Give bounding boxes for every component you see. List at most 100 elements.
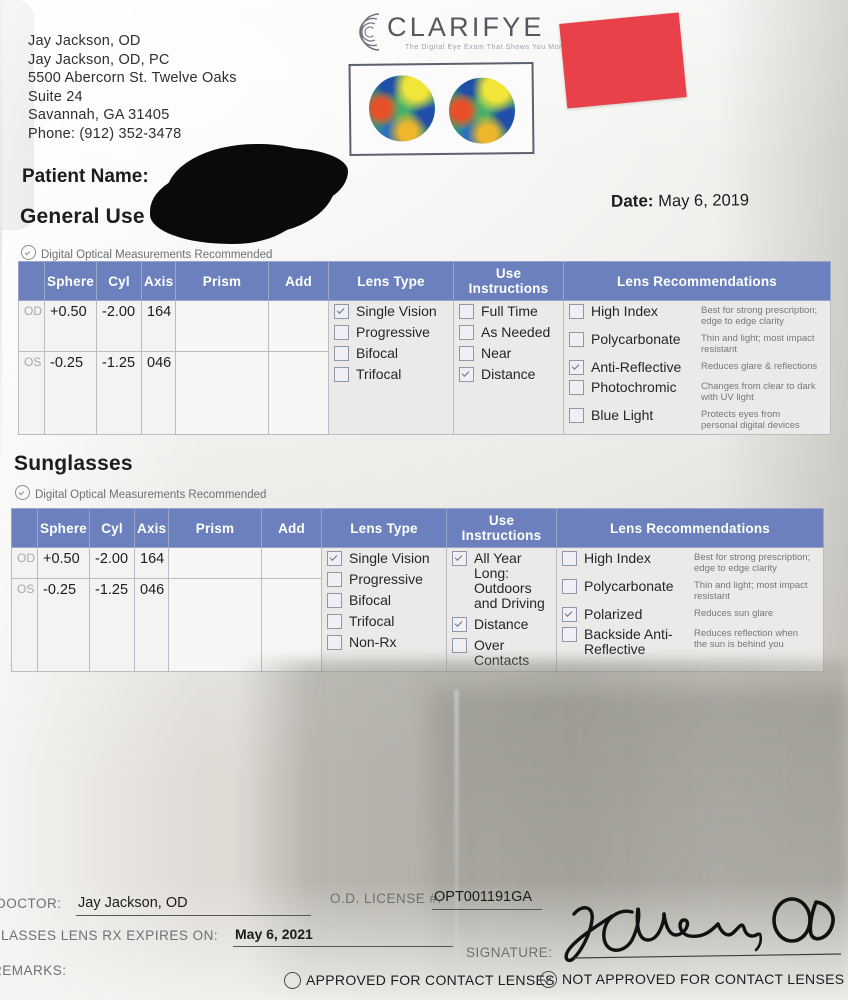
radio-not-approved-contact-lenses[interactable] — [540, 971, 557, 988]
checkbox-icon[interactable] — [452, 551, 467, 566]
checkbox-icon[interactable] — [562, 607, 577, 622]
checkbox-icon[interactable] — [569, 332, 584, 347]
red-sticker — [559, 12, 687, 109]
col-axis: Axis — [134, 508, 169, 548]
option-anti-reflective[interactable]: Anti-Reflective Reduces glare & reflectio… — [569, 360, 825, 375]
not-approved-contact-lenses-label: NOT APPROVED FOR CONTACT LENSES — [562, 971, 845, 987]
row-prism — [168, 578, 262, 672]
clinic-line: 5500 Abercorn St. Twelve Oaks — [28, 70, 237, 86]
option-trifocal[interactable]: Trifocal — [327, 614, 441, 629]
clarifye-logo: CLARIFYE The Digital Eye Exam That Shows… — [349, 8, 566, 60]
option-distance[interactable]: Distance — [452, 617, 551, 632]
option-polycarbonate[interactable]: Polycarbonate Thin and light; most impact… — [562, 579, 818, 602]
option-backside-anti-reflective[interactable]: Backside Anti-Reflective Reduces reflecti… — [562, 627, 818, 657]
checkbox-icon[interactable] — [562, 551, 577, 566]
row-sphere: -0.25 — [37, 578, 90, 672]
lens-type-cell: Single Vision Progressive Bifocal Trifoc… — [328, 300, 454, 435]
checkbox-icon[interactable] — [562, 627, 577, 642]
col-lens-type: Lens Type — [321, 508, 447, 548]
checkbox-icon[interactable] — [327, 572, 342, 587]
checkbox-icon[interactable] — [334, 367, 349, 382]
license-label: O.D. LICENSE #: — [330, 891, 442, 906]
checkbox-icon[interactable] — [459, 304, 474, 319]
checkbox-icon[interactable] — [459, 346, 474, 361]
col-axis: Axis — [141, 261, 176, 301]
option-description: Reduces reflection when the sun is behin… — [694, 628, 799, 650]
option-photochromic[interactable]: Photochromic Changes from clear to dark w… — [569, 380, 825, 403]
col-prism: Prism — [168, 508, 262, 548]
option-non-rx[interactable]: Non-Rx — [327, 635, 441, 650]
table-header-row: Sphere Cyl Axis Prism Add Lens Type Use … — [11, 508, 824, 548]
option-all-year-long[interactable]: All Year Long: Outdoors and Driving — [452, 551, 551, 611]
option-as-needed[interactable]: As Needed — [459, 325, 558, 340]
option-near[interactable]: Near — [459, 346, 558, 361]
row-add — [261, 578, 322, 672]
checkbox-icon[interactable] — [334, 325, 349, 340]
checkbox-icon[interactable] — [569, 380, 584, 395]
clinic-line: Phone: (912) 352-3478 — [28, 125, 182, 142]
col-sphere: Sphere — [37, 508, 90, 548]
option-progressive[interactable]: Progressive — [327, 572, 441, 587]
topography-map-od — [368, 75, 436, 142]
option-bifocal[interactable]: Bifocal — [327, 593, 441, 608]
option-description: Thin and light; most impact resistant — [694, 580, 808, 602]
checkbox-icon[interactable] — [452, 638, 467, 653]
lens-recommendations-cell: High Index Best for strong prescription; … — [556, 547, 824, 672]
option-single-vision[interactable]: Single Vision — [334, 304, 448, 319]
check-circle-icon — [15, 485, 30, 500]
signature-label: SIGNATURE: — [466, 945, 553, 960]
option-progressive[interactable]: Progressive — [334, 325, 448, 340]
row-prism — [168, 547, 262, 579]
option-description: Reduces sun glare — [694, 608, 774, 619]
checkbox-icon[interactable] — [569, 304, 584, 319]
row-prism — [175, 351, 269, 435]
radio-approved-contact-lenses[interactable] — [284, 972, 301, 989]
col-lens-recommendations: Lens Recommendations — [563, 261, 831, 301]
expires-label: GLASSES LENS RX EXPIRES ON: — [0, 928, 219, 943]
option-high-index[interactable]: High Index Best for strong prescription; … — [562, 551, 818, 574]
option-over-contacts[interactable]: Over Contacts — [452, 638, 551, 668]
option-single-vision[interactable]: Single Vision — [327, 551, 441, 566]
option-polycarbonate[interactable]: Polycarbonate Thin and light; most impact… — [569, 332, 825, 355]
checkbox-icon[interactable] — [327, 635, 342, 650]
brand-name: CLARIFYE — [387, 12, 545, 42]
checkbox-icon[interactable] — [452, 617, 467, 632]
option-bifocal[interactable]: Bifocal — [334, 346, 448, 361]
checkbox-icon[interactable] — [327, 614, 342, 629]
option-trifocal[interactable]: Trifocal — [334, 367, 448, 382]
option-high-index[interactable]: High Index Best for strong prescription; … — [569, 304, 825, 327]
option-description: Best for strong prescription; edge to ed… — [701, 305, 818, 327]
topography-map-os — [448, 77, 516, 144]
col-prism: Prism — [175, 261, 269, 301]
row-cyl: -2.00 — [96, 300, 142, 352]
option-blue-light[interactable]: Blue Light Protects eyes from personal di… — [569, 408, 825, 431]
approved-contact-lenses-label: APPROVED FOR CONTACT LENSES — [306, 972, 555, 988]
concentric-rings-icon — [359, 13, 380, 51]
row-cyl: -1.25 — [89, 578, 135, 672]
checkbox-icon[interactable] — [562, 579, 577, 594]
option-polarized[interactable]: Polarized Reduces sun glare — [562, 607, 818, 622]
row-add — [268, 300, 329, 352]
date-field: Date: May 6, 2019 — [611, 190, 749, 211]
doctor-label: DOCTOR: — [0, 896, 62, 911]
paper-crease — [455, 690, 458, 1000]
redaction-blob — [166, 144, 336, 234]
doctor-value: Jay Jackson, OD — [78, 895, 188, 911]
lens-type-cell: Single Vision Progressive Bifocal Trifoc… — [321, 547, 447, 672]
col-use-instructions: Use Instructions — [453, 261, 564, 301]
checkbox-icon[interactable] — [334, 346, 349, 361]
checkbox-icon[interactable] — [459, 367, 474, 382]
checkbox-icon[interactable] — [569, 360, 584, 375]
paper-edge-line — [0, 230, 2, 460]
col-cyl: Cyl — [89, 508, 135, 548]
paper-shadow-right — [718, 0, 848, 1000]
checkbox-icon[interactable] — [334, 304, 349, 319]
option-distance[interactable]: Distance — [459, 367, 558, 382]
checkbox-icon[interactable] — [569, 408, 584, 423]
row-eye-label: OD — [11, 547, 38, 579]
option-full-time[interactable]: Full Time — [459, 304, 558, 319]
checkbox-icon[interactable] — [327, 593, 342, 608]
row-axis: 164 — [134, 547, 169, 579]
checkbox-icon[interactable] — [459, 325, 474, 340]
checkbox-icon[interactable] — [327, 551, 342, 566]
